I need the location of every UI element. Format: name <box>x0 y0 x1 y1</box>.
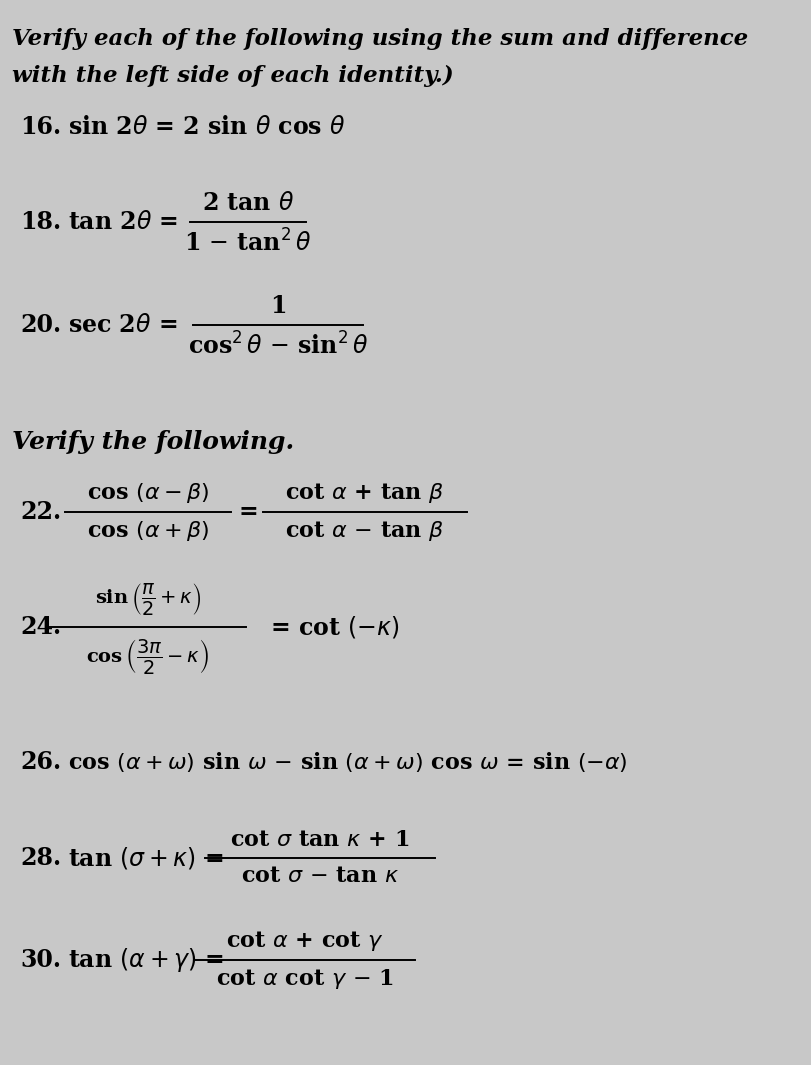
Text: 18.: 18. <box>20 210 61 234</box>
Text: 1: 1 <box>269 294 286 318</box>
Text: cot $\sigma$ tan $\kappa$ + 1: cot $\sigma$ tan $\kappa$ + 1 <box>230 829 410 851</box>
Text: =: = <box>238 499 258 524</box>
Text: cos$^2\,\theta$ $-$ sin$^2\,\theta$: cos$^2\,\theta$ $-$ sin$^2\,\theta$ <box>187 332 367 359</box>
Text: cos $(\alpha - \beta)$: cos $(\alpha - \beta)$ <box>87 481 209 505</box>
Text: 20.: 20. <box>20 313 61 337</box>
Text: 24.: 24. <box>20 615 61 639</box>
Text: 28.: 28. <box>20 846 61 870</box>
Text: cos $\!\left(\dfrac{3\pi}{2}-\kappa\right)$: cos $\!\left(\dfrac{3\pi}{2}-\kappa\righ… <box>86 637 209 676</box>
Text: 30.: 30. <box>20 948 61 972</box>
Text: 26.: 26. <box>20 750 61 774</box>
Text: Verify each of the following using the sum and difference: Verify each of the following using the s… <box>12 28 747 50</box>
Text: Verify the following.: Verify the following. <box>12 430 294 454</box>
Text: with the left side of each identity.): with the left side of each identity.) <box>12 65 453 87</box>
Text: sec 2$\theta$ =: sec 2$\theta$ = <box>68 313 177 337</box>
Text: cos $(\alpha + \beta)$: cos $(\alpha + \beta)$ <box>87 519 209 543</box>
Text: tan $(\alpha + \gamma)$ =: tan $(\alpha + \gamma)$ = <box>68 946 224 974</box>
Text: tan $(\sigma + \kappa)$ =: tan $(\sigma + \kappa)$ = <box>68 845 223 871</box>
Text: 22.: 22. <box>20 499 61 524</box>
Text: sin $\!\left(\dfrac{\pi}{2}+\kappa\right)$: sin $\!\left(\dfrac{\pi}{2}+\kappa\right… <box>95 581 201 617</box>
Text: 2 tan $\theta$: 2 tan $\theta$ <box>202 191 294 215</box>
Text: cos $(\alpha + \omega)$ sin $\omega$ $-$ sin $(\alpha + \omega)$ cos $\omega$ = : cos $(\alpha + \omega)$ sin $\omega$ $-$… <box>68 750 627 774</box>
Text: cot $\alpha$ cot $\gamma$ $-$ 1: cot $\alpha$ cot $\gamma$ $-$ 1 <box>216 967 393 992</box>
Text: tan 2$\theta$ =: tan 2$\theta$ = <box>68 210 178 234</box>
Text: sin 2$\theta$ = 2 sin $\theta$ cos $\theta$: sin 2$\theta$ = 2 sin $\theta$ cos $\the… <box>68 115 345 140</box>
Text: = cot $(-\kappa)$: = cot $(-\kappa)$ <box>270 615 399 640</box>
Text: cot $\alpha$ $-$ tan $\beta$: cot $\alpha$ $-$ tan $\beta$ <box>285 519 444 543</box>
Text: cot $\alpha$ + tan $\beta$: cot $\alpha$ + tan $\beta$ <box>285 481 444 505</box>
Text: 1 $-$ tan$^2\,\theta$: 1 $-$ tan$^2\,\theta$ <box>184 229 311 257</box>
Text: cot $\alpha$ + cot $\gamma$: cot $\alpha$ + cot $\gamma$ <box>225 929 384 953</box>
Text: cot $\sigma$ $-$ tan $\kappa$: cot $\sigma$ $-$ tan $\kappa$ <box>241 865 399 887</box>
Text: 16.: 16. <box>20 115 61 140</box>
